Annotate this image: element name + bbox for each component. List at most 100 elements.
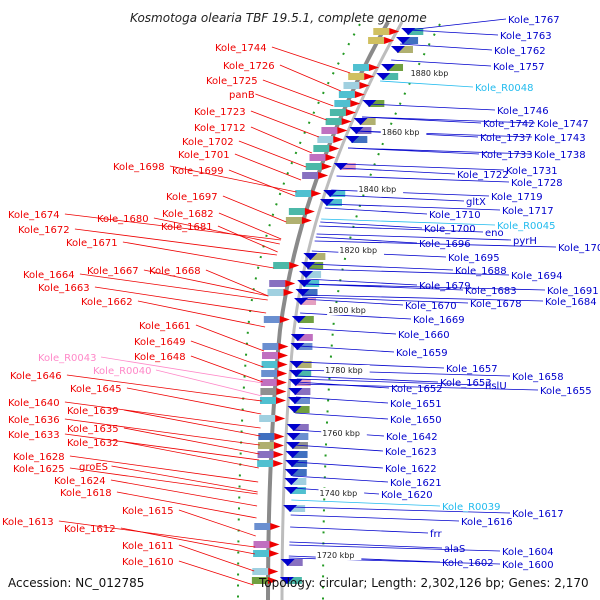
- gene-label-hslu: hslU: [485, 381, 507, 392]
- kbp-tick-label: 1860 kbp: [382, 128, 420, 137]
- gene-label-kole_1649: Kole_1649: [134, 337, 186, 348]
- reverse-gene-arrow: [279, 316, 290, 323]
- gene-label-kole_1738: Kole_1738: [534, 150, 586, 161]
- gene-label-kole_1657: Kole_1657: [446, 364, 498, 375]
- leader-line: [290, 526, 429, 534]
- gene-label-kole_r0040: Kole_R0040: [93, 366, 152, 377]
- reverse-gene-arrow: [269, 550, 280, 557]
- reverse-gene-arrow: [268, 568, 279, 575]
- leader-line: [319, 225, 484, 233]
- forward-gene-arrow: [349, 127, 364, 134]
- forward-gene-block: [407, 28, 424, 35]
- leader-line: [296, 378, 484, 386]
- kbp-tick-bg: [380, 127, 427, 137]
- leader-line: [79, 273, 268, 301]
- leader-line: [305, 278, 418, 286]
- gene-label-kole_1762: Kole_1762: [494, 46, 546, 57]
- leader-line: [315, 236, 418, 244]
- gene-label-kole_r0039: Kole_R0039: [442, 502, 501, 513]
- kbp-tick-label: 1880 kbp: [411, 69, 449, 78]
- reverse-gene-block: [259, 415, 276, 422]
- leader-line: [293, 444, 384, 452]
- gene-label-kole_1604: Kole_1604: [502, 547, 554, 558]
- leader-line: [289, 541, 443, 549]
- kbp-tick-bg: [357, 184, 404, 194]
- gene-label-kole_1747: Kole_1747: [537, 119, 589, 130]
- reverse-gene-block: [273, 262, 290, 269]
- gene-label-kole_1678: Kole_1678: [470, 299, 522, 310]
- gene-label-kole_1684: Kole_1684: [545, 297, 597, 308]
- reverse-gene-block: [262, 343, 279, 350]
- gene-label-kole_1682: Kole_1682: [162, 209, 214, 220]
- forward-gene-block: [291, 460, 308, 467]
- forward-gene-arrow: [285, 460, 300, 467]
- kbp-ticks: 1880 kbp 1860 kbp 1840 kbp 1820 kbp 1800 kbp…: [315, 68, 456, 560]
- forward-gene-arrow: [299, 271, 314, 278]
- forward-gene-arrow: [279, 577, 294, 584]
- forward-gene-block: [291, 451, 308, 458]
- gene-label-kole_1662: Kole_1662: [81, 297, 133, 308]
- forward-gene-block: [292, 433, 309, 440]
- gene-label-kole_1661: Kole_1661: [139, 321, 191, 332]
- gene-label-kole_1664: Kole_1664: [23, 270, 75, 281]
- forward-gene-block: [351, 136, 368, 143]
- gene-label-kole_1757: Kole_1757: [493, 62, 545, 73]
- kbp-tick-bg: [324, 365, 370, 375]
- reverse-gene-block: [305, 163, 322, 170]
- gene-label-kole_1646: Kole_1646: [10, 371, 62, 382]
- gene-label-gltx: gltX: [466, 197, 486, 208]
- gene-label-kole_1645: Kole_1645: [70, 384, 122, 395]
- gene-label-kole_1694: Kole_1694: [511, 271, 563, 282]
- kbp-tick-label: 1840 kbp: [359, 185, 397, 194]
- forward-gene-arrow: [381, 64, 396, 71]
- leader-line: [379, 80, 474, 88]
- leader-line: [178, 509, 256, 537]
- leader-line: [262, 79, 334, 107]
- gene-label-kole_1726: Kole_1726: [223, 61, 275, 72]
- gene-label-kole_1702: Kole_1702: [182, 137, 234, 148]
- kbp-tick-label: 1800 kbp: [328, 306, 366, 315]
- reverse-gene-arrow: [269, 541, 280, 548]
- reverse-gene-arrow: [273, 460, 284, 467]
- forward-gene-arrow: [284, 478, 299, 485]
- reverse-gene-block: [285, 217, 302, 224]
- gene-label-kole_1625: Kole_1625: [13, 464, 65, 475]
- gene-label-kole_1697: Kole_1697: [166, 192, 218, 203]
- leader-line: [58, 520, 256, 548]
- forward-gene-block: [296, 334, 313, 341]
- gene-label-kole_1680: Kole_1680: [97, 214, 149, 225]
- forward-gene-arrow: [289, 361, 304, 368]
- forward-gene-arrow: [287, 406, 302, 413]
- leader-line: [205, 269, 269, 297]
- leader-line: [324, 207, 428, 215]
- forward-gene-block: [289, 505, 306, 512]
- gene-label-kole_1655: Kole_1655: [540, 386, 592, 397]
- leader-line: [94, 286, 267, 314]
- gene-label-kole_1698: Kole_1698: [113, 162, 165, 173]
- leader-line: [290, 514, 460, 522]
- accession-text: Accession: NC_012785: [8, 576, 144, 590]
- reverse-gene-block: [317, 136, 334, 143]
- leader-line: [250, 110, 320, 138]
- leader-line: [301, 298, 404, 306]
- leader-line: [320, 221, 423, 229]
- reverse-gene-arrow: [301, 217, 312, 224]
- reverse-gene-arrow: [275, 397, 286, 404]
- leader-line: [218, 212, 282, 240]
- leader-line: [126, 387, 262, 415]
- forward-gene-arrow: [285, 451, 300, 458]
- gene-label-kole_1636: Kole_1636: [8, 415, 60, 426]
- gene-label-kole_1710: Kole_1710: [429, 210, 481, 221]
- leader-line: [238, 140, 307, 168]
- reverse-gene-arrow: [318, 172, 329, 179]
- reverse-gene-block: [373, 28, 390, 35]
- leader-line: [122, 241, 274, 269]
- leader-line: [321, 218, 496, 226]
- gene-label-kole_1612: Kole_1612: [64, 524, 116, 535]
- forward-gene-arrow: [303, 253, 318, 260]
- reverse-gene-arrow: [311, 190, 322, 197]
- leader-line: [288, 555, 441, 563]
- reverse-gene-block: [263, 316, 280, 323]
- gene-label-kole_1737: Kole_1737: [480, 133, 532, 144]
- forward-gene-block: [286, 559, 303, 566]
